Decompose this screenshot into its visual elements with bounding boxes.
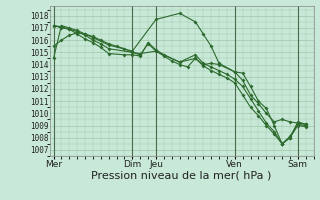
X-axis label: Pression niveau de la mer( hPa ): Pression niveau de la mer( hPa ) <box>92 171 272 181</box>
